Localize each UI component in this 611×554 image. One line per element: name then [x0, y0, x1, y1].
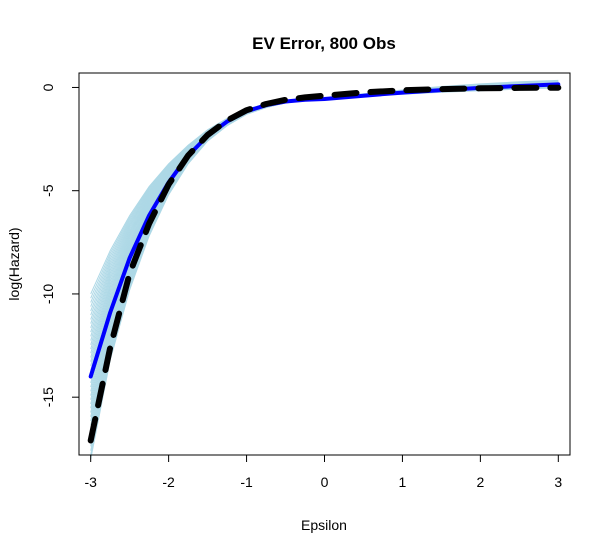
bootstrap-curve	[90, 84, 559, 367]
bootstrap-curve	[90, 86, 559, 417]
bootstrap-curve	[90, 83, 559, 409]
bootstrap-curve	[90, 84, 559, 422]
bootstrap-curve	[90, 81, 559, 345]
plot-frame	[78, 72, 571, 456]
y-axis: 0 -5 -10 -15	[40, 83, 80, 407]
bootstrap-curve	[90, 85, 559, 371]
bootstrap-curve	[90, 86, 559, 451]
x-axis-label: Epsilon	[301, 517, 347, 533]
bootstrap-curves	[90, 79, 559, 460]
x-axis: -3 -2 -1 0 1 2 3	[84, 454, 562, 490]
bootstrap-curve	[90, 81, 559, 362]
estimate-line	[88, 82, 561, 379]
series-layer	[87, 82, 562, 444]
y-tick-label: -10	[40, 284, 56, 304]
x-tick-label: 1	[399, 474, 407, 490]
bootstrap-curve	[90, 84, 559, 405]
x-tick-label: -1	[240, 474, 253, 490]
bootstrap-curve	[90, 84, 559, 455]
y-axis-label: log(Hazard)	[6, 227, 22, 300]
x-tick-label: -3	[84, 474, 97, 490]
bootstrap-curve	[90, 83, 559, 426]
bootstrap-curve	[90, 85, 559, 413]
bootstrap-curve	[90, 87, 559, 447]
y-tick-label: 0	[40, 83, 56, 91]
bootstrap-curve	[90, 86, 559, 460]
y-tick-label: -15	[40, 387, 56, 407]
truth-line	[87, 84, 562, 444]
x-tick-label: 0	[321, 474, 329, 490]
bootstrap-curve	[90, 86, 559, 434]
bootstrap-curve	[90, 83, 559, 358]
bootstrap-curve	[90, 86, 559, 430]
bootstrap-curve	[90, 85, 559, 384]
bootstrap-curve	[90, 82, 559, 392]
x-tick-label: 2	[476, 474, 484, 490]
chart-title: EV Error, 800 Obs	[252, 34, 396, 53]
bootstrap-curve	[90, 82, 559, 375]
bootstrap-curve	[90, 85, 559, 388]
bootstrap-curve	[90, 83, 559, 396]
bootstrap-curve	[90, 82, 559, 350]
bootstrap-curve	[90, 84, 559, 439]
x-tick-label: 3	[554, 474, 562, 490]
bootstrap-curve	[90, 82, 559, 379]
bootstrap-curve	[90, 85, 559, 443]
y-tick-label: -5	[40, 184, 56, 197]
x-tick-label: -2	[162, 474, 175, 490]
bootstrap-curve	[90, 84, 559, 354]
bootstrap-curve	[90, 86, 559, 400]
